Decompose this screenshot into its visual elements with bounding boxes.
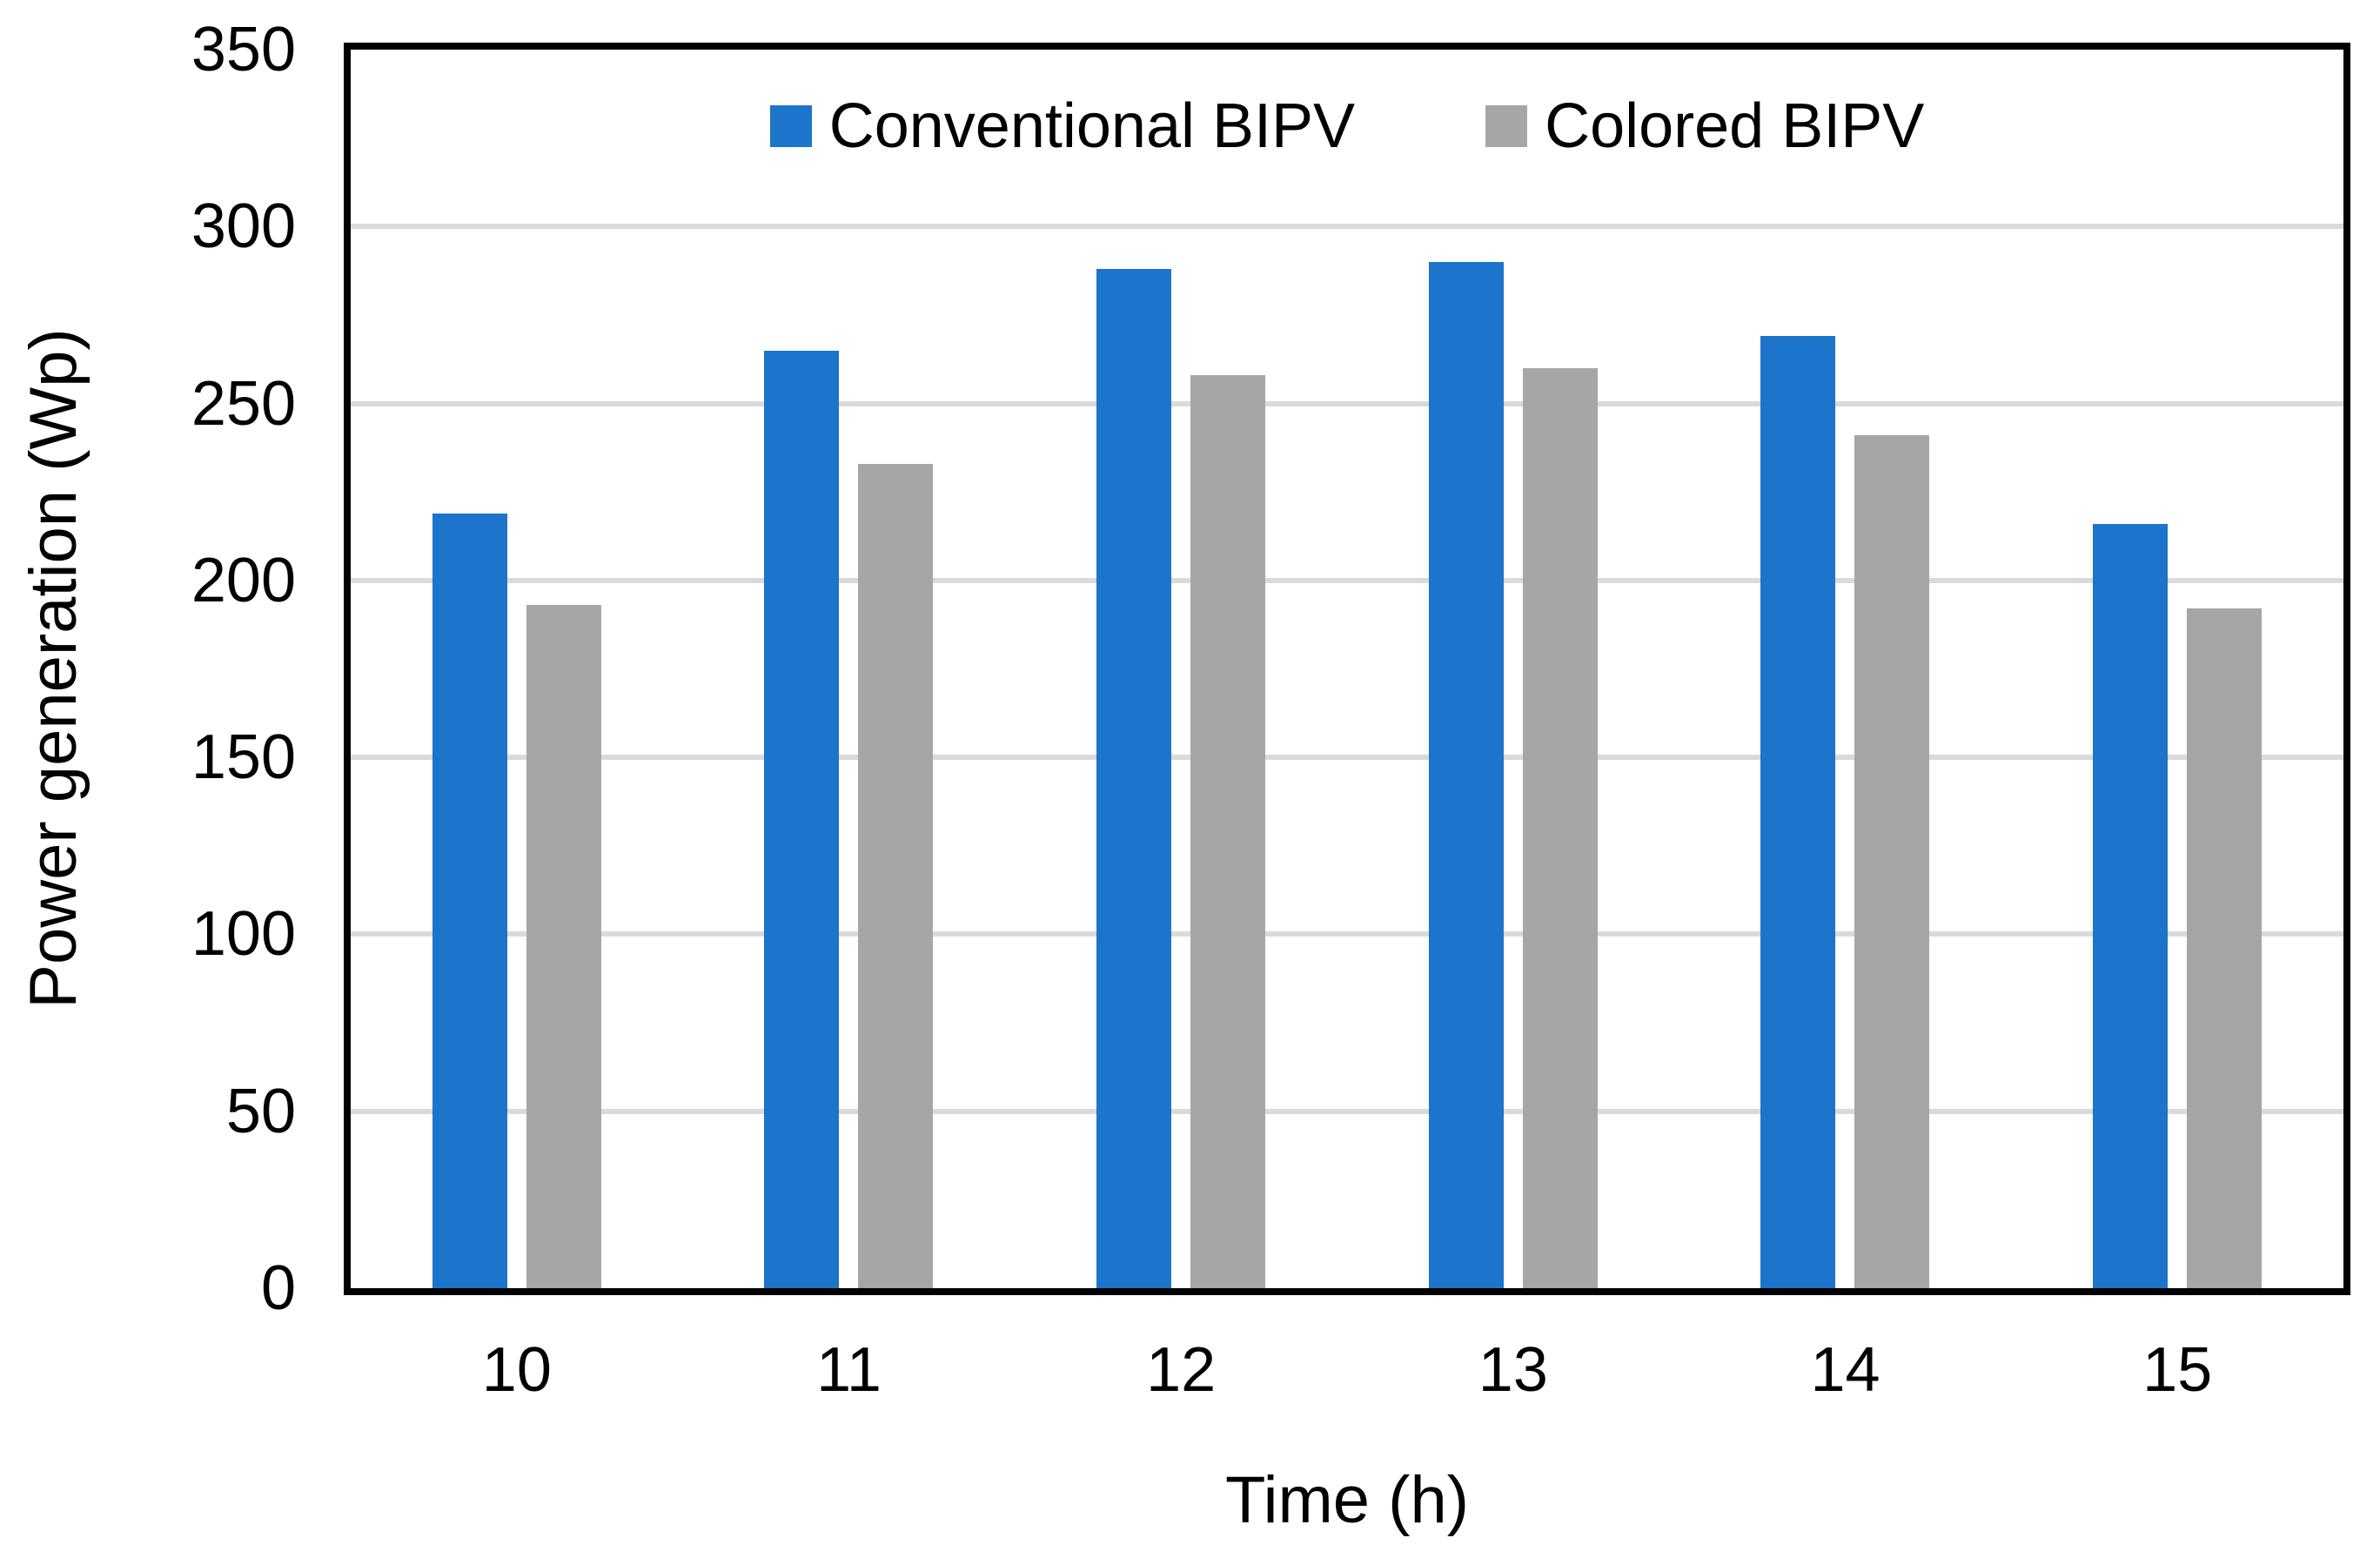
- bar-colored-bipv-11: [858, 463, 934, 1288]
- x-tick-label-12: 12: [1146, 1335, 1217, 1405]
- x-tick-label-14: 14: [1810, 1335, 1881, 1405]
- bar-conventional-bipv-12: [1096, 269, 1172, 1288]
- bar-colored-bipv-15: [2187, 608, 2263, 1288]
- bar-group-10: [351, 50, 683, 1288]
- bar-colored-bipv-13: [1522, 367, 1598, 1288]
- bar-group-11: [683, 50, 1016, 1288]
- y-tick-label-250: 250: [191, 368, 296, 439]
- legend-label-colored-bipv: Colored BIPV: [1545, 91, 1925, 161]
- legend-swatch-colored-icon: [1485, 105, 1528, 147]
- legend-item-colored-bipv: Colored BIPV: [1485, 95, 1924, 158]
- gridline-50: [351, 1108, 2343, 1114]
- y-tick-label-0: 0: [260, 1253, 296, 1323]
- legend: Conventional BIPV Colored BIPV: [351, 95, 2343, 158]
- bar-conventional-bipv-13: [1428, 261, 1504, 1288]
- gridline-200: [351, 577, 2343, 583]
- bar-group-14: [1679, 50, 2012, 1288]
- gridline-100: [351, 931, 2343, 937]
- x-tick-label-10: 10: [481, 1335, 552, 1405]
- legend-item-conventional-bipv: Conventional BIPV: [769, 91, 1356, 161]
- x-tick-label-15: 15: [2142, 1335, 2213, 1405]
- bar-conventional-bipv-11: [764, 350, 840, 1288]
- y-tick-label-200: 200: [191, 545, 296, 615]
- plot-area: Conventional BIPV Colored BIPV: [344, 43, 2350, 1295]
- gridline-250: [351, 400, 2343, 406]
- bar-conventional-bipv-15: [2093, 523, 2169, 1288]
- bar-colored-bipv-12: [1190, 375, 1266, 1288]
- gridline-300: [351, 224, 2343, 230]
- y-tick-label-350: 350: [191, 15, 296, 84]
- bar-group-12: [1015, 50, 1347, 1288]
- bar-group-13: [1347, 50, 1679, 1288]
- x-axis-title: Time (h): [1224, 1463, 1470, 1537]
- x-tick-label-11: 11: [816, 1335, 882, 1405]
- y-tick-label-150: 150: [191, 722, 296, 793]
- x-tick-label-13: 13: [1478, 1335, 1548, 1405]
- legend-label-conventional-bipv: Conventional BIPV: [828, 91, 1356, 161]
- y-tick-label-100: 100: [191, 899, 296, 970]
- bar-group-15: [2011, 50, 2343, 1288]
- bar-colored-bipv-10: [526, 605, 601, 1288]
- y-tick-label-300: 300: [191, 191, 296, 262]
- bar-conventional-bipv-10: [432, 513, 507, 1288]
- legend-swatch-conventional-icon: [769, 105, 812, 147]
- y-tick-label-50: 50: [225, 1076, 296, 1146]
- bar-colored-bipv-14: [1854, 435, 1930, 1288]
- gridline-150: [351, 755, 2343, 761]
- bar-conventional-bipv-14: [1760, 336, 1836, 1288]
